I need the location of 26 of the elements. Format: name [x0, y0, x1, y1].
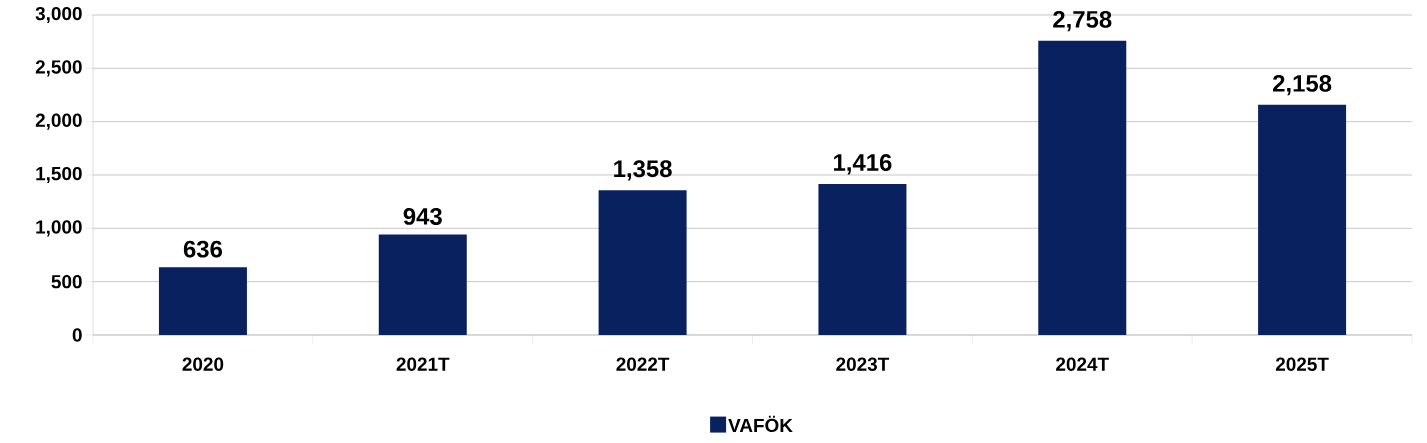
- y-tick-label: 3,000: [35, 6, 82, 24]
- text: 1,358: [614, 160, 672, 181]
- y-tick-label: 2,000: [35, 113, 82, 130]
- y-tick-label: 500: [51, 274, 82, 289]
- y-tick-label: 2,500: [35, 60, 82, 77]
- x-tick-label: 2025T: [1275, 357, 1329, 371]
- x-tick-label: 2024T: [1056, 357, 1109, 371]
- text: 2,758: [1053, 10, 1112, 32]
- text: 943: [403, 207, 442, 225]
- y-tick-label: 1,000: [36, 220, 82, 237]
- y-tick-label: 1,500: [36, 166, 82, 184]
- x-tick-label: 2020: [182, 357, 224, 371]
- legend-label: VAFÖK: [728, 415, 793, 433]
- bar: [818, 183, 907, 335]
- y-tick-label: 0: [72, 328, 82, 342]
- bar: [158, 267, 247, 335]
- text: 1,416: [834, 154, 892, 175]
- text: 636: [183, 240, 223, 258]
- text: 2,158: [1273, 74, 1332, 96]
- x-tick-label: 2022T: [616, 357, 670, 371]
- bar: [1038, 40, 1127, 335]
- bar: [598, 190, 687, 335]
- bar: [378, 234, 467, 335]
- x-tick-label: 2023T: [836, 357, 890, 371]
- bar: [1258, 104, 1347, 335]
- x-tick-label: 2021T: [396, 357, 450, 371]
